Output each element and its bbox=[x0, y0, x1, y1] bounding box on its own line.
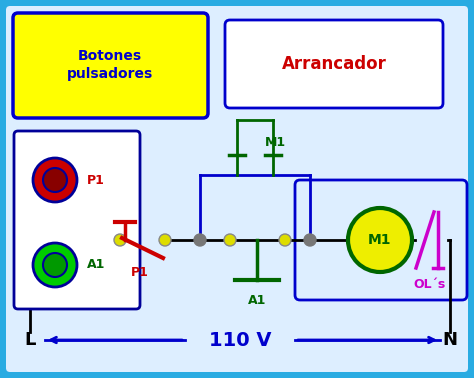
Circle shape bbox=[159, 234, 171, 246]
Circle shape bbox=[43, 253, 67, 277]
Text: M1: M1 bbox=[265, 136, 286, 150]
Circle shape bbox=[33, 158, 77, 202]
Circle shape bbox=[279, 234, 291, 246]
Circle shape bbox=[33, 243, 77, 287]
Circle shape bbox=[114, 234, 126, 246]
Text: P1: P1 bbox=[87, 174, 105, 186]
Text: L: L bbox=[24, 331, 36, 349]
Circle shape bbox=[194, 234, 206, 246]
Text: A1: A1 bbox=[248, 293, 267, 307]
Text: N: N bbox=[443, 331, 457, 349]
Text: Arrancador: Arrancador bbox=[282, 55, 386, 73]
Circle shape bbox=[304, 234, 316, 246]
Text: 110 V: 110 V bbox=[209, 330, 271, 350]
Circle shape bbox=[348, 208, 412, 272]
Text: P1: P1 bbox=[131, 265, 149, 279]
Text: Botones
pulsadores: Botones pulsadores bbox=[67, 50, 153, 81]
Circle shape bbox=[224, 234, 236, 246]
FancyBboxPatch shape bbox=[6, 6, 468, 372]
Circle shape bbox=[43, 168, 67, 192]
FancyBboxPatch shape bbox=[13, 13, 208, 118]
Text: A1: A1 bbox=[87, 259, 105, 271]
FancyBboxPatch shape bbox=[225, 20, 443, 108]
Text: M1: M1 bbox=[368, 233, 392, 247]
Text: OL´s: OL´s bbox=[414, 279, 446, 291]
FancyBboxPatch shape bbox=[14, 131, 140, 309]
